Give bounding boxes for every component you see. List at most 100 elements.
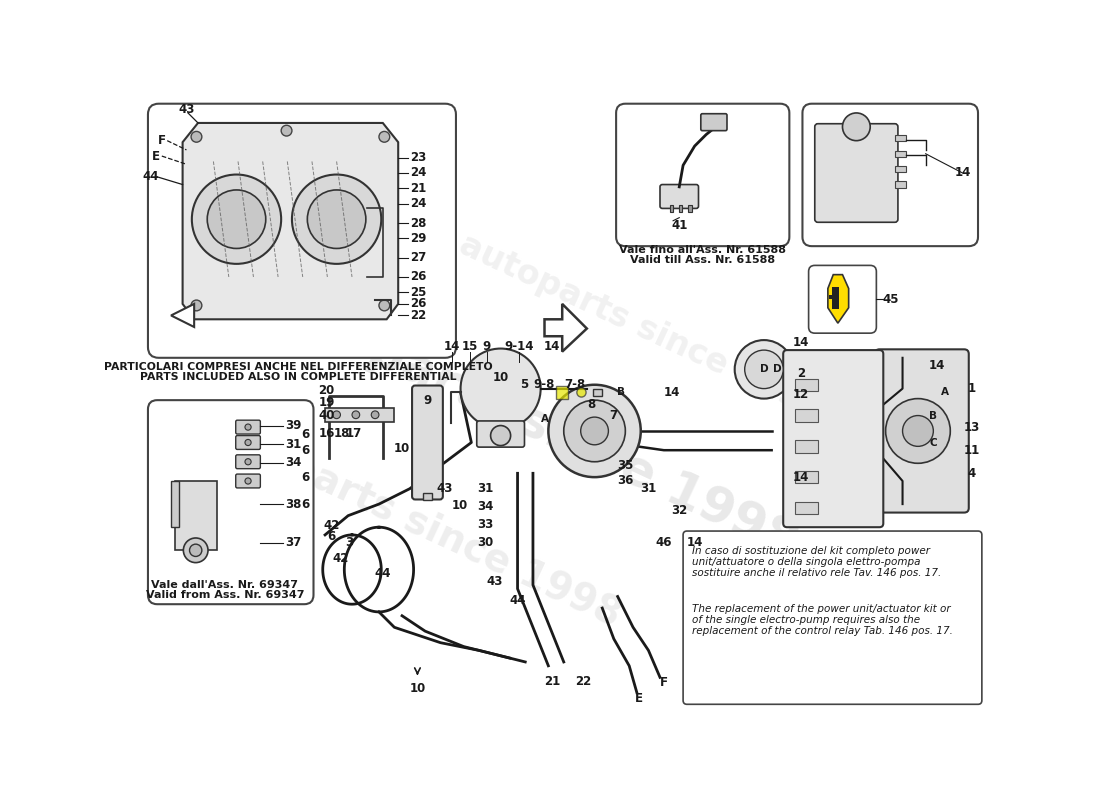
Text: 45: 45 bbox=[882, 293, 900, 306]
Text: 27: 27 bbox=[410, 251, 427, 264]
Bar bbox=[895, 150, 906, 157]
Text: 6: 6 bbox=[301, 428, 310, 442]
Circle shape bbox=[735, 340, 793, 398]
Text: autoparts since 1998: autoparts since 1998 bbox=[245, 272, 805, 567]
Text: B: B bbox=[930, 410, 937, 421]
Bar bbox=[895, 182, 906, 188]
Text: 24: 24 bbox=[410, 198, 427, 210]
Text: D: D bbox=[760, 364, 768, 374]
Bar bbox=[175, 481, 218, 550]
Text: 26: 26 bbox=[410, 298, 427, 310]
Text: 21: 21 bbox=[544, 674, 560, 688]
Text: In caso di sostituzione del kit completo power: In caso di sostituzione del kit completo… bbox=[692, 546, 930, 557]
Circle shape bbox=[189, 544, 202, 557]
Text: 7: 7 bbox=[609, 409, 618, 422]
FancyBboxPatch shape bbox=[660, 185, 698, 209]
Text: 3: 3 bbox=[345, 536, 354, 549]
Text: sostituire anche il relativo rele Tav. 146 pos. 17.: sostituire anche il relativo rele Tav. 1… bbox=[692, 568, 940, 578]
Text: 41: 41 bbox=[671, 219, 688, 232]
Text: F: F bbox=[157, 134, 166, 147]
Text: C: C bbox=[930, 438, 937, 447]
Text: 44: 44 bbox=[374, 567, 392, 580]
Text: 14: 14 bbox=[444, 340, 460, 353]
FancyBboxPatch shape bbox=[874, 350, 969, 513]
Polygon shape bbox=[828, 274, 849, 323]
Circle shape bbox=[245, 458, 251, 465]
Circle shape bbox=[843, 113, 870, 141]
Circle shape bbox=[886, 398, 950, 463]
Text: E: E bbox=[635, 692, 643, 705]
Text: 10: 10 bbox=[493, 370, 508, 383]
Text: autoparts since 1998: autoparts since 1998 bbox=[192, 405, 627, 634]
FancyBboxPatch shape bbox=[235, 420, 261, 434]
Text: 14: 14 bbox=[663, 386, 680, 399]
Text: autoparts since 1998: autoparts since 1998 bbox=[454, 228, 827, 426]
Text: Vale fino all'Ass. Nr. 61588: Vale fino all'Ass. Nr. 61588 bbox=[619, 245, 785, 255]
Text: 46: 46 bbox=[656, 536, 672, 549]
Bar bbox=[895, 166, 906, 172]
Bar bbox=[326, 408, 395, 422]
Text: 31: 31 bbox=[640, 482, 657, 495]
Text: The replacement of the power unit/actuator kit or: The replacement of the power unit/actuat… bbox=[692, 604, 950, 614]
Text: Valid from Ass. Nr. 69347: Valid from Ass. Nr. 69347 bbox=[145, 590, 305, 600]
Text: 40: 40 bbox=[318, 409, 334, 422]
Polygon shape bbox=[172, 304, 195, 327]
Text: 9: 9 bbox=[424, 394, 431, 406]
Polygon shape bbox=[544, 304, 587, 352]
Circle shape bbox=[245, 424, 251, 430]
Circle shape bbox=[184, 538, 208, 562]
Text: 22: 22 bbox=[575, 674, 591, 688]
Circle shape bbox=[902, 415, 933, 446]
Text: 32: 32 bbox=[671, 504, 688, 517]
Text: 36: 36 bbox=[617, 474, 634, 487]
Circle shape bbox=[292, 174, 382, 264]
Text: 18: 18 bbox=[333, 426, 350, 440]
FancyBboxPatch shape bbox=[147, 104, 455, 358]
Circle shape bbox=[372, 411, 378, 418]
Bar bbox=[794, 378, 818, 391]
Text: 5: 5 bbox=[519, 378, 528, 391]
Circle shape bbox=[245, 439, 251, 446]
FancyBboxPatch shape bbox=[815, 124, 898, 222]
Text: 13: 13 bbox=[964, 421, 980, 434]
Bar bbox=[680, 206, 682, 211]
Text: 44: 44 bbox=[509, 594, 526, 607]
Text: 38: 38 bbox=[285, 498, 301, 510]
Text: 11: 11 bbox=[964, 444, 980, 457]
Text: E: E bbox=[152, 150, 160, 162]
Text: F: F bbox=[660, 676, 668, 690]
FancyBboxPatch shape bbox=[235, 435, 261, 450]
Text: 35: 35 bbox=[617, 459, 634, 472]
Text: A: A bbox=[940, 387, 949, 398]
Bar bbox=[689, 206, 692, 211]
Circle shape bbox=[581, 417, 608, 445]
Text: 33: 33 bbox=[477, 518, 493, 531]
Text: A: A bbox=[540, 414, 549, 424]
Text: 9-8: 9-8 bbox=[534, 378, 556, 391]
Bar bbox=[794, 502, 818, 514]
Text: D: D bbox=[773, 364, 782, 374]
Bar bbox=[556, 386, 569, 398]
Text: 24: 24 bbox=[410, 166, 427, 179]
Text: 17: 17 bbox=[346, 426, 362, 440]
FancyBboxPatch shape bbox=[412, 386, 443, 499]
FancyBboxPatch shape bbox=[147, 400, 314, 604]
Text: 6: 6 bbox=[301, 470, 310, 484]
Text: 12: 12 bbox=[793, 388, 808, 402]
Text: 14: 14 bbox=[955, 166, 971, 179]
Bar bbox=[794, 471, 818, 483]
Text: 14: 14 bbox=[544, 340, 560, 353]
Text: 39: 39 bbox=[285, 419, 301, 432]
Text: 37: 37 bbox=[285, 536, 301, 549]
Text: 6: 6 bbox=[327, 530, 336, 543]
Circle shape bbox=[282, 126, 292, 136]
Circle shape bbox=[191, 300, 202, 311]
Text: replacement of the control relay Tab. 146 pos. 17.: replacement of the control relay Tab. 14… bbox=[692, 626, 953, 636]
Circle shape bbox=[461, 349, 541, 429]
Text: 42: 42 bbox=[332, 551, 349, 565]
Circle shape bbox=[548, 385, 640, 477]
Bar bbox=[593, 389, 603, 396]
FancyBboxPatch shape bbox=[235, 474, 261, 488]
FancyBboxPatch shape bbox=[683, 531, 982, 704]
Text: 14: 14 bbox=[930, 359, 945, 372]
